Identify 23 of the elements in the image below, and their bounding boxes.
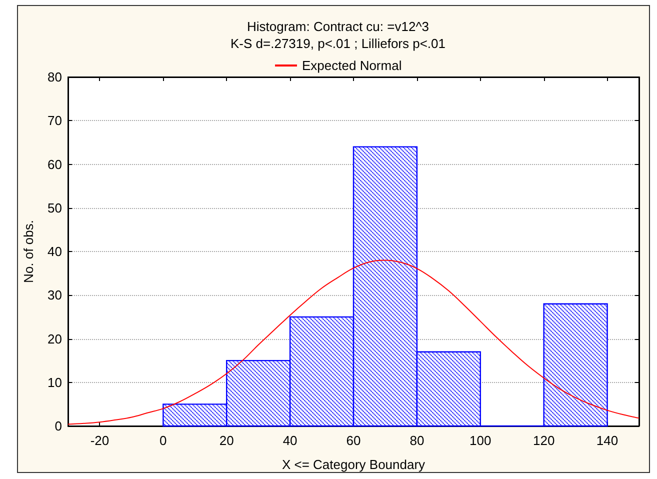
y-tick-label: 30 xyxy=(48,288,62,303)
x-tick-label: 80 xyxy=(410,433,424,448)
y-tick-label: 10 xyxy=(48,374,62,390)
x-tick-label: 40 xyxy=(282,433,298,448)
chart-subtitle: K-S d=.27319, p<.01 ; Lilliefors p<.01 xyxy=(230,36,446,51)
x-tick-label: 100 xyxy=(470,433,492,448)
chart-title: Histogram: Contract cu: =v12^3 xyxy=(246,19,430,34)
y-tick-label: 70 xyxy=(48,113,62,128)
legend-label: Expected Normal xyxy=(302,58,402,73)
x-tick-label: 140 xyxy=(596,433,618,448)
y-tick-label: 50 xyxy=(48,200,62,216)
y-tick-label: 40 xyxy=(48,244,62,259)
x-tick-label: 120 xyxy=(532,433,555,448)
y-tick-label: 0 xyxy=(54,418,62,434)
x-tick-label: 0 xyxy=(160,433,167,448)
x-tick-label: -20 xyxy=(90,433,110,448)
x-tick-label: 20 xyxy=(219,433,234,448)
x-axis-title: X <= Category Boundary xyxy=(282,457,426,472)
y-tick-label: 20 xyxy=(48,331,62,346)
x-tick-label: 60 xyxy=(346,433,361,448)
y-tick-label: 80 xyxy=(48,70,62,84)
y-tick-label: 60 xyxy=(48,156,62,172)
y-axis-title: No. of obs. xyxy=(21,220,36,283)
